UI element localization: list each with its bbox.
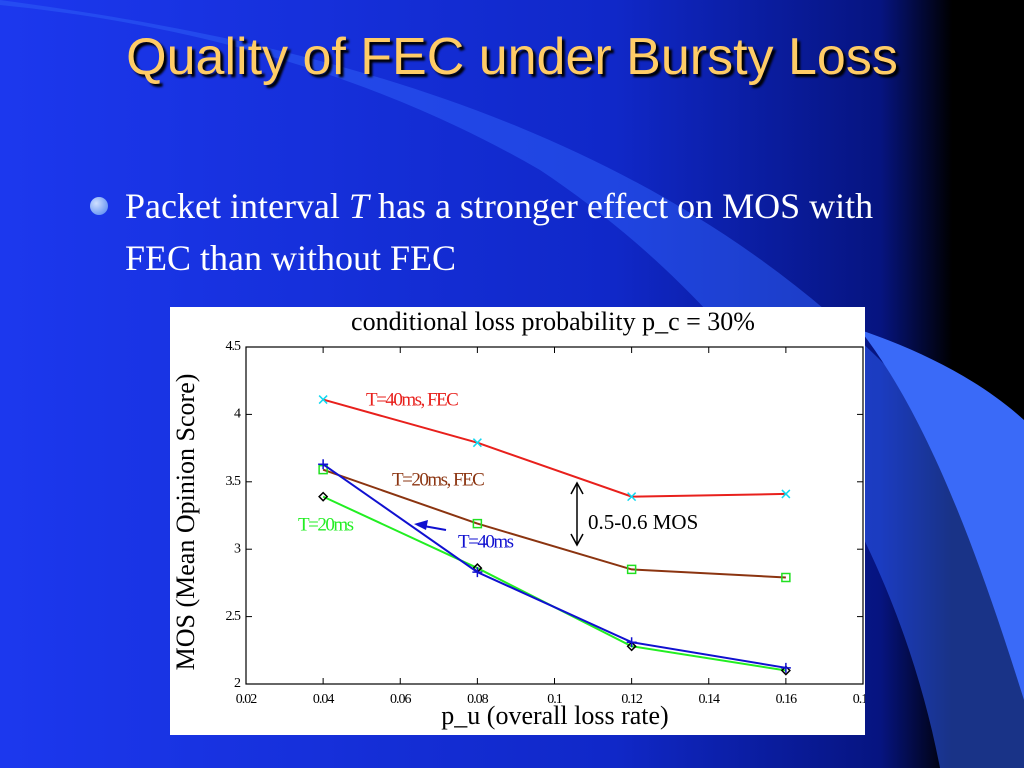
y-tick-label: 2.5 — [226, 609, 242, 624]
marker — [781, 572, 791, 583]
series-line — [322, 398, 786, 498]
arrow-head — [414, 520, 428, 530]
marker — [626, 637, 637, 648]
arrow-head — [570, 481, 584, 547]
annotation: 0.5-0.6 MOS — [588, 510, 698, 534]
x-axis-label: p_u (overall loss rate) — [441, 701, 668, 730]
marker — [472, 438, 482, 448]
series-label: T=40ms — [458, 531, 514, 552]
x-tick-label: 0.08 — [467, 692, 489, 707]
x-tick-label: 0.02 — [236, 692, 258, 707]
marker — [318, 459, 329, 470]
series-label: T=40ms, FEC — [366, 389, 458, 410]
series-label: T=20ms — [298, 514, 354, 535]
marker — [781, 489, 791, 499]
slide-title: Quality of FEC under Bursty Loss — [126, 28, 898, 86]
marker — [626, 564, 637, 575]
chart: conditional loss probability p_c = 30% p… — [171, 307, 875, 730]
marker — [627, 492, 637, 502]
bullet-text: Packet interval T has a stronger effect … — [125, 180, 885, 284]
series-line — [322, 463, 787, 669]
x-tick-label: 0.04 — [313, 692, 335, 707]
x-tick-label: 0.14 — [699, 692, 721, 707]
x-tick-label: 0.06 — [390, 692, 412, 707]
marker — [318, 395, 328, 405]
y-tick-label: 3.5 — [226, 474, 242, 489]
bullet-dot — [90, 197, 108, 215]
y-axis-label: MOS (Mean Opinion Score) — [171, 374, 200, 671]
y-tick-label: 2 — [234, 676, 241, 691]
swoosh — [860, 330, 1024, 700]
x-tick-label: 0.1 — [547, 692, 563, 707]
bullet-part: Packet interval — [125, 186, 349, 226]
marker — [626, 641, 637, 652]
marker — [472, 567, 483, 578]
x-tick-label: 0.12 — [621, 692, 643, 707]
chart-title: conditional loss probability p_c = 30% — [351, 307, 755, 336]
y-tick-label: 4 — [234, 407, 241, 422]
marker — [780, 662, 791, 673]
marker — [472, 518, 483, 529]
series-line — [322, 468, 786, 579]
x-tick-label: 0.16 — [776, 692, 798, 707]
series-label: T=20ms, FEC — [392, 469, 484, 490]
bullet-part: T — [348, 186, 369, 226]
chart-box — [170, 307, 865, 735]
marker — [318, 491, 329, 502]
y-tick-label: 3 — [234, 541, 241, 556]
bullet-part: has a stronger effect on MOS with FEC th… — [125, 186, 874, 278]
y-tick-label: 4.5 — [226, 339, 242, 354]
x-tick-label: 0.18 — [853, 692, 875, 707]
marker — [780, 665, 791, 676]
